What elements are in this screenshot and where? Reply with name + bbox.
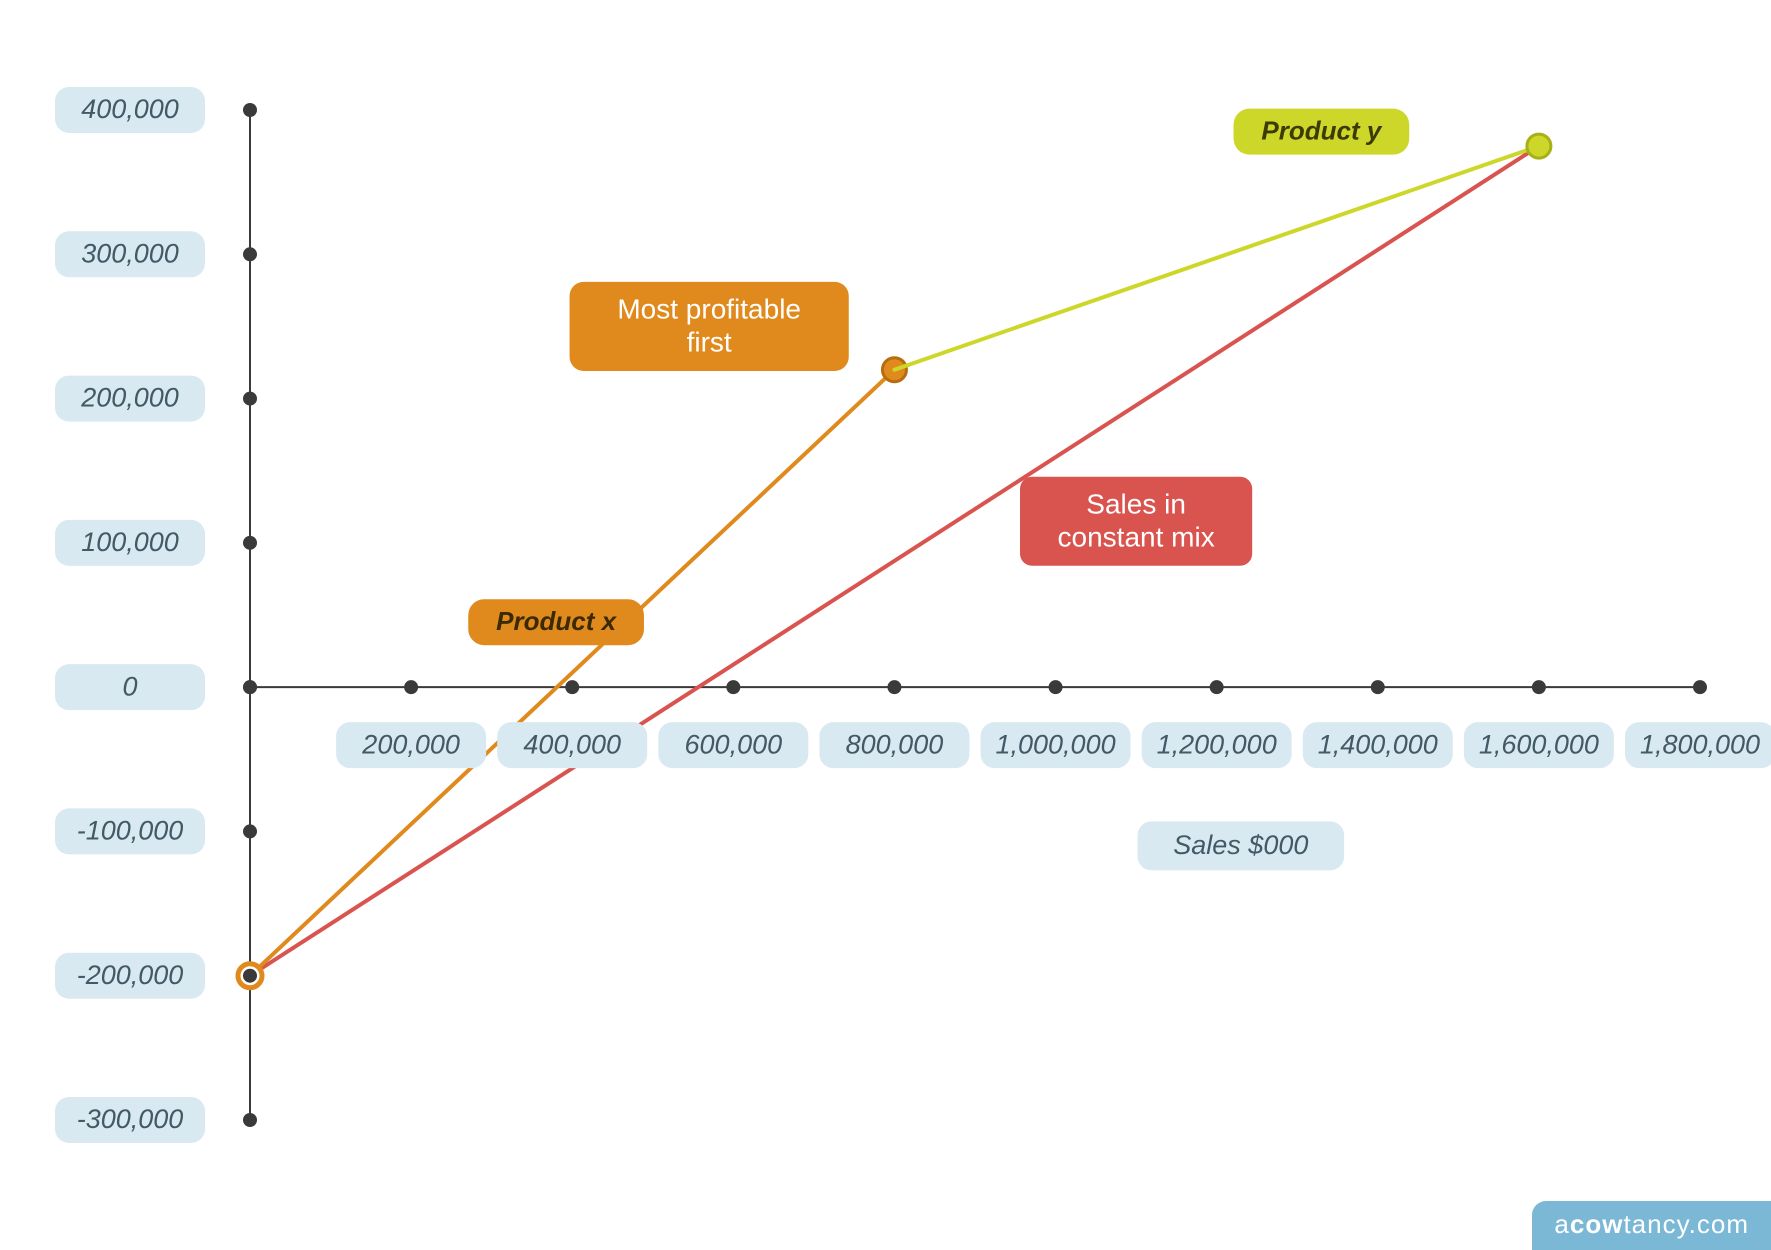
product-label-0: Product x [468,599,644,645]
series-group [238,134,1551,988]
y-tick: -300,000 [55,1097,205,1143]
chart-stage: 400,000 300,000 200,000 100,000 0 -100,000 -20… [0,0,1771,1250]
labels-group: 400,000 300,000 200,000 100,000 0 -100,000 -20… [55,87,1771,1143]
callout-most_profitable_first: Most profitablefirst [570,282,849,371]
x-tick-label: 1,400,000 [1318,729,1438,759]
x-tick: 1,800,000 [1625,722,1771,768]
x-tick: 1,600,000 [1464,722,1614,768]
y-tick: 200,000 [55,376,205,422]
series-constant_mix [250,146,1539,976]
watermark-prefix: a [1554,1209,1569,1239]
x-tick-label: 1,200,000 [1157,729,1277,759]
x-tick: 1,000,000 [981,722,1131,768]
x-tick: 600,000 [658,722,808,768]
product-label-1: Product y [1234,109,1410,155]
svg-text:Most profitable: Most profitable [617,294,801,325]
x-tick: 400,000 [497,722,647,768]
x-axis-dot [1049,680,1063,694]
x-tick-label: 1,000,000 [995,729,1115,759]
axis-dots-group [243,103,1707,1127]
y-tick-label: 300,000 [81,238,179,268]
x-axis-dot [404,680,418,694]
svg-text:Product x: Product x [496,606,617,636]
svg-text:Product y: Product y [1261,116,1382,146]
x-axis-dot [1532,680,1546,694]
y-tick-label: 0 [122,671,137,701]
y-tick-label: -300,000 [77,1104,184,1134]
y-axis-dot [243,536,257,550]
y-tick: 100,000 [55,520,205,566]
svg-text:Sales $000: Sales $000 [1173,830,1308,860]
x-tick: 1,400,000 [1303,722,1453,768]
y-axis-dot [243,247,257,261]
svg-text:Sales in: Sales in [1086,488,1186,519]
x-tick-label: 1,800,000 [1640,729,1760,759]
series-product_y_segment-end-marker [1527,134,1551,158]
watermark-suffix: tancy.com [1623,1209,1749,1239]
y-tick: 0 [55,664,205,710]
y-tick-label: 400,000 [81,94,179,124]
callout-constant_mix: Sales inconstant mix [1020,477,1252,566]
x-tick-label: 200,000 [361,729,460,759]
series-most_profitable_first [250,370,894,976]
y-tick-label: -200,000 [77,960,184,990]
x-axis-dot [1210,680,1224,694]
series-product_y_segment [894,146,1538,370]
y-tick: 300,000 [55,231,205,277]
y-axis-dot [243,103,257,117]
y-tick-label: -100,000 [77,816,184,846]
watermark: acowtancy.com [1532,1201,1771,1250]
x-axis-dot [887,680,901,694]
watermark-bold: cow [1570,1209,1624,1239]
y-tick: -100,000 [55,808,205,854]
y-axis-dot [243,969,257,983]
x-axis-dot [1693,680,1707,694]
x-tick-label: 400,000 [523,729,621,759]
x-tick: 800,000 [819,722,969,768]
y-axis-dot [243,1113,257,1127]
x-tick-label: 600,000 [685,729,783,759]
x-axis-dot [565,680,579,694]
y-axis-dot [243,392,257,406]
breakeven-chart: 400,000 300,000 200,000 100,000 0 -100,000 -20… [0,0,1771,1250]
y-tick-label: 100,000 [81,527,179,557]
x-axis-dot [1371,680,1385,694]
y-tick-label: 200,000 [80,383,179,413]
x-axis-title: Sales $000 [1138,821,1345,870]
y-tick: -200,000 [55,953,205,999]
x-tick: 1,200,000 [1142,722,1292,768]
svg-text:constant mix: constant mix [1058,522,1215,553]
y-axis-dot [243,824,257,838]
x-axis-dot [726,680,740,694]
axes-group [250,110,1700,1120]
svg-text:first: first [687,327,732,358]
x-tick: 200,000 [336,722,486,768]
x-tick-label: 1,600,000 [1479,729,1599,759]
y-tick: 400,000 [55,87,205,133]
x-axis-dot [243,680,257,694]
x-tick-label: 800,000 [846,729,944,759]
